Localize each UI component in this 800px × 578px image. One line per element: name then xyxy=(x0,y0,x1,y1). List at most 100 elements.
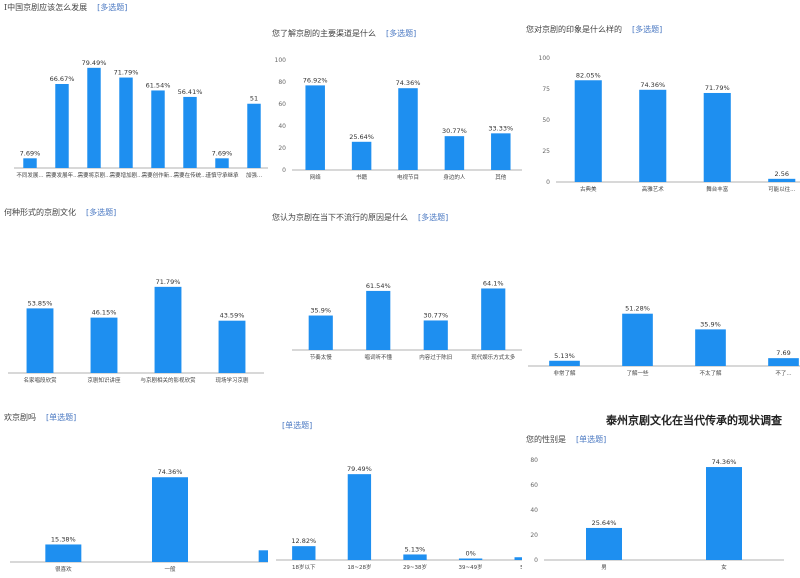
bar xyxy=(45,544,82,562)
chart-panel-4: 何种形式的京剧文化 [多选题] 53.85% 名家唱段欣赏 46.15% 京剧知识讲座 7… xyxy=(0,205,268,400)
category-label: 古典美 xyxy=(580,185,597,193)
bar xyxy=(183,96,197,168)
bar xyxy=(491,133,511,170)
data-label: 61.54% xyxy=(366,282,391,290)
bar xyxy=(119,77,133,168)
data-label: 74.36% xyxy=(640,81,665,89)
category-label: 很喜欢 xyxy=(55,565,72,573)
category-label: 加强... xyxy=(246,171,262,179)
category-label: 一般 xyxy=(164,565,176,573)
chart-title: I中国京剧应该怎么发展 [多选题] xyxy=(4,3,128,12)
chart-panel-5: 您认为京剧在当下不流行的原因是什么 [多选题] 35.9% 节奏太慢 61.54% 唱词… xyxy=(268,210,530,380)
category-label: 女 xyxy=(721,563,727,571)
bar xyxy=(549,360,580,366)
data-label: 53.85% xyxy=(28,299,53,307)
bar xyxy=(152,477,188,562)
chart-svg: 7.69% 不同发展... 66.67% 需要发展年... 79.49% 需要将京剧...… xyxy=(14,59,270,179)
chart-title: 您对京剧的印象是什么样的 [多选题] xyxy=(526,25,663,34)
bar xyxy=(308,315,333,350)
bar xyxy=(351,141,372,170)
category-label: 需要创作新... xyxy=(142,171,175,179)
category-label: 名家唱段欣赏 xyxy=(23,376,57,384)
data-label: 7.69% xyxy=(212,149,233,157)
data-label: 2.56 xyxy=(775,170,789,178)
category-label: 非常了解 xyxy=(553,369,576,377)
y-tick-label: 100 xyxy=(539,55,551,62)
category-label: 身边的人 xyxy=(443,173,466,181)
category-label: 高雅艺术 xyxy=(642,185,665,193)
bar xyxy=(574,80,602,182)
data-label: 79.49% xyxy=(82,59,107,67)
data-label: 71.79% xyxy=(114,69,139,77)
category-label: 了解一些 xyxy=(626,369,649,377)
data-label: 74.36% xyxy=(396,79,421,87)
data-label: 74.36% xyxy=(158,468,183,476)
bar xyxy=(423,320,448,350)
chart-panel-8: [单选题] 12.82% 18岁以下 79.49% 18~28岁 5.13% 29~38岁… xyxy=(268,418,530,578)
chart-panel-3: 您对京剧的印象是什么样的 [多选题] 0 25 50 75 100 82.05% 古典美 74.… xyxy=(522,22,800,194)
bar xyxy=(218,320,246,373)
data-label: 30.77% xyxy=(442,127,467,135)
bar xyxy=(347,474,372,560)
y-tick-label: 0 xyxy=(282,167,286,174)
chart-panel-2: 您了解京剧的主要渠道是什么 [多选题] 0 20 40 60 80 100 76.92% 网络 2… xyxy=(268,26,530,194)
category-label: 可能以往... xyxy=(768,185,795,193)
category-label: 需要将京剧... xyxy=(78,171,111,179)
bar xyxy=(403,554,427,560)
bar xyxy=(695,329,726,366)
bar xyxy=(305,85,325,170)
data-label: 56.41% xyxy=(178,88,203,96)
data-label: 46.15% xyxy=(92,309,117,317)
chart-svg: 53.85% 名家唱段欣赏 46.15% 京剧知识讲座 71.79% 与京剧相关的影视欣赏… xyxy=(8,278,264,384)
category-label: 其他 xyxy=(495,173,507,181)
chart-title: 欢京剧吗 [单选题] xyxy=(4,413,77,422)
category-label: 节奏太慢 xyxy=(310,353,333,361)
data-label: 74.36% xyxy=(712,458,737,466)
chart-title: 您认为京剧在当下不流行的原因是什么 [多选题] xyxy=(272,213,449,222)
chart-svg: 35.9% 节奏太慢 61.54% 唱词听不懂 30.77% 内容过于陈旧 64.1% 现代娱… xyxy=(292,279,522,361)
category-label: 书籍 xyxy=(356,173,368,181)
category-label: 29~38岁 xyxy=(403,563,427,571)
data-label: 33.33% xyxy=(488,124,513,132)
data-label: 5.13% xyxy=(554,352,575,360)
data-label: 82.05% xyxy=(576,71,601,79)
y-tick-label: 0 xyxy=(534,557,538,564)
y-tick-label: 25 xyxy=(542,148,550,155)
bar xyxy=(706,467,742,560)
bar xyxy=(622,313,653,366)
category-label: 不同发展... xyxy=(16,171,43,179)
chart-panel-7: 欢京剧吗[单选题] 15.38%很喜欢74.36%一般10.不喜... xyxy=(0,410,278,578)
bar xyxy=(444,136,465,170)
bar xyxy=(398,88,418,170)
data-label: 71.79% xyxy=(705,84,730,92)
bar xyxy=(151,90,165,168)
data-label: 7.69% xyxy=(20,149,41,157)
bar xyxy=(87,67,101,168)
y-tick-label: 50 xyxy=(542,117,550,124)
category-label: 京剧知识讲座 xyxy=(87,376,121,384)
y-tick-label: 80 xyxy=(530,457,538,464)
data-label: 5.13% xyxy=(405,545,426,553)
category-label: 与京剧相关的影视欣赏 xyxy=(140,376,196,384)
data-label: 25.64% xyxy=(349,133,374,141)
data-label: 51 xyxy=(250,95,258,103)
y-tick-label: 40 xyxy=(530,507,538,514)
category-label: 39~49岁 xyxy=(459,563,483,571)
category-label: 不了... xyxy=(775,370,791,377)
data-label: 76.92% xyxy=(303,76,328,84)
category-label: 现场学习京剧 xyxy=(215,376,249,384)
bar xyxy=(292,546,316,560)
y-tick-label: 0 xyxy=(546,179,550,186)
bar xyxy=(23,158,37,168)
category-label: 18~28岁 xyxy=(347,563,371,571)
page-title: 泰州京剧文化在当代传承的现状调查 xyxy=(606,414,782,427)
y-tick-label: 20 xyxy=(530,532,538,539)
y-tick-label: 75 xyxy=(542,86,550,93)
category-label: 18岁以下 xyxy=(292,563,316,571)
y-tick-label: 60 xyxy=(278,101,286,108)
bar xyxy=(366,290,391,350)
chart-svg: 5.13% 非常了解 51.28% 了解一些 35.9% 不太了解 7.69 不了... xyxy=(528,305,800,377)
category-label: 男 xyxy=(601,564,607,571)
data-label: 0% xyxy=(465,550,475,558)
chart-svg: 0 20 40 60 80 100 76.92% 网络 25.64% 书籍 74.36% 电视节目 30… xyxy=(275,57,524,181)
